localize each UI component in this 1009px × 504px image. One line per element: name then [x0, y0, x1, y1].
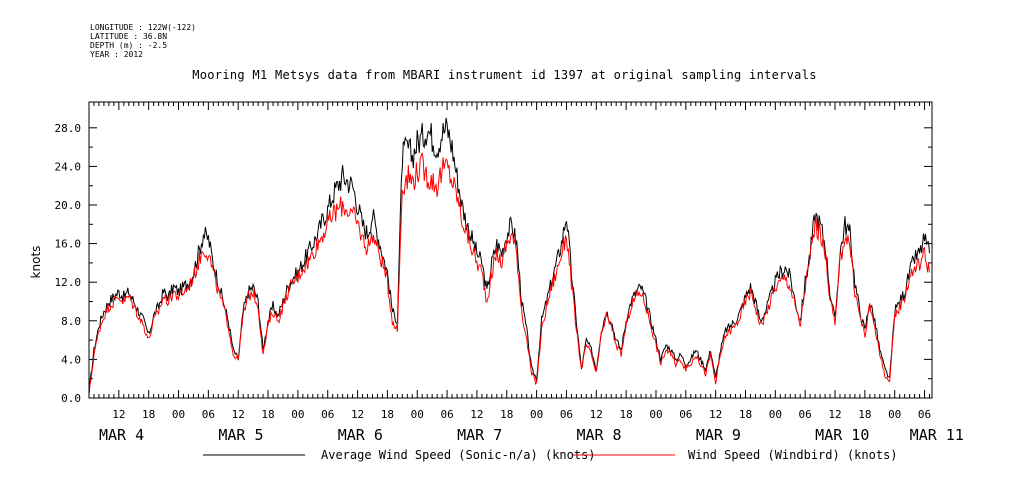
x-tick-label: 12	[470, 408, 483, 421]
y-axis-label: knots	[29, 246, 43, 279]
x-tick-label: 18	[261, 408, 274, 421]
x-tick-label: 00	[649, 408, 662, 421]
x-tick-label: 00	[411, 408, 424, 421]
series-line-windbird-wind-speed	[88, 152, 930, 396]
x-tick-label: 06	[560, 408, 573, 421]
y-tick-label: 16.0	[55, 238, 82, 251]
y-tick-label: 4.0	[61, 353, 81, 366]
date-label: MAR 10	[815, 426, 869, 444]
x-tick-label: 18	[142, 408, 155, 421]
x-tick-label: 12	[828, 408, 841, 421]
x-tick-label: 00	[172, 408, 185, 421]
x-tick-label: 18	[858, 408, 871, 421]
series-line-average-wind-speed	[88, 117, 930, 394]
plot-frame	[88, 101, 933, 399]
x-tick-label: 12	[709, 408, 722, 421]
longitude-label: LONGITUDE : 122W(-122)	[90, 23, 196, 32]
latitude-label: LATITUDE : 36.8N	[90, 32, 168, 41]
x-tick-labels: 12 18 00 06 12 18 00 06 12 18 00 06 12 18 00 06 12 18 00 06…	[112, 408, 931, 421]
x-tick-label: 00	[291, 408, 304, 421]
y-tick-label: 12.0	[55, 276, 82, 289]
x-tick-label: 18	[620, 408, 633, 421]
y-tick-label: 24.0	[55, 160, 82, 173]
x-tick-label: 12	[232, 408, 245, 421]
date-labels: MAR 4 MAR 5 MAR 6 MAR 7 MAR 8 MAR 9 MAR 10 MAR …	[99, 426, 964, 444]
year-label: YEAR : 2012	[90, 50, 143, 59]
x-tick-label: 00	[530, 408, 543, 421]
x-tick-label: 12	[112, 408, 125, 421]
x-tick-label: 12	[351, 408, 364, 421]
x-tick-label: 00	[888, 408, 901, 421]
y-tick-labels: 0.0 4.0 8.0 12.0 16.0 20.0 24.0 28.0	[55, 122, 82, 405]
x-tick-label: 06	[679, 408, 692, 421]
x-tick-label: 06	[202, 408, 215, 421]
legend-label-windbird: Wind Speed (Windbird) (knots)	[688, 448, 898, 462]
x-tick-label: 18	[500, 408, 513, 421]
depth-label: DEPTH (m) : -2.5	[90, 41, 168, 50]
y-tick-label: 20.0	[55, 199, 82, 212]
date-label: MAR 11	[910, 426, 964, 444]
x-tick-label: 06	[321, 408, 334, 421]
date-label: MAR 4	[99, 426, 144, 444]
x-tick-label: 18	[739, 408, 752, 421]
x-tick-label: 06	[440, 408, 453, 421]
chart-title: Mooring M1 Metsys data from MBARI instru…	[192, 68, 817, 82]
date-label: MAR 7	[457, 426, 502, 444]
x-tick-label: 12	[590, 408, 603, 421]
legend: Average Wind Speed (Sonic-n/a) (knots) W…	[203, 448, 898, 462]
date-label: MAR 6	[338, 426, 383, 444]
date-label: MAR 9	[696, 426, 741, 444]
date-label: MAR 8	[576, 426, 621, 444]
x-tick-label: 00	[769, 408, 782, 421]
axis-ticks	[88, 102, 932, 399]
x-tick-label: 06	[799, 408, 812, 421]
y-tick-label: 8.0	[61, 315, 81, 328]
x-tick-label: 06	[918, 408, 931, 421]
legend-label-average: Average Wind Speed (Sonic-n/a) (knots)	[321, 448, 596, 462]
x-tick-label: 18	[381, 408, 394, 421]
date-label: MAR 5	[218, 426, 263, 444]
y-tick-label: 28.0	[55, 122, 82, 135]
y-tick-label: 0.0	[61, 392, 81, 405]
